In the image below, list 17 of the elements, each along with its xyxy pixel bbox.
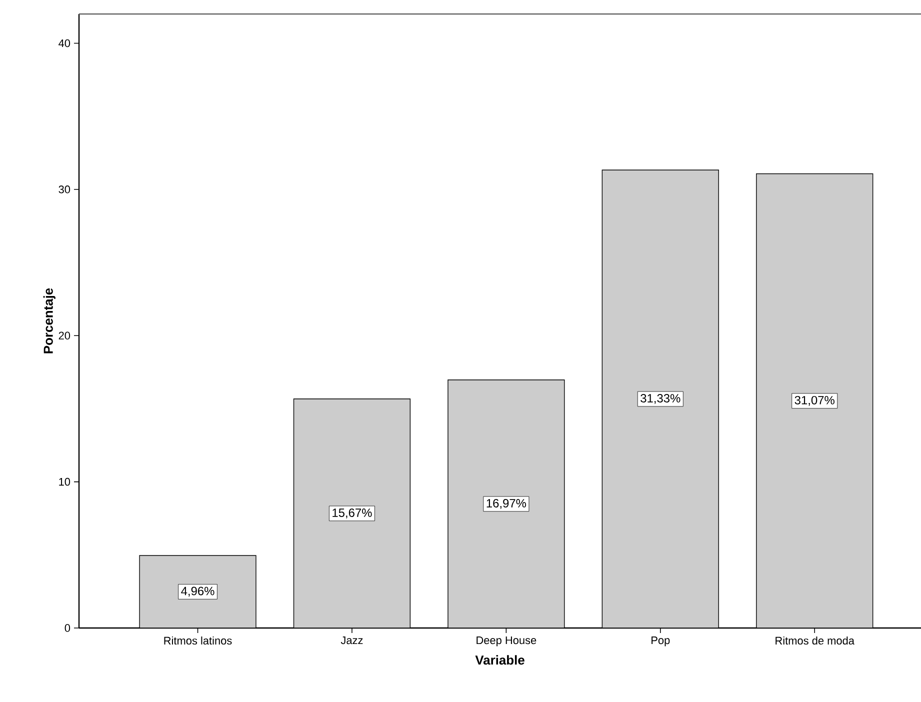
y-tick-label: 20 [58, 332, 70, 340]
y-tick-label: 40 [58, 39, 70, 48]
data-label: 4,96% [181, 586, 214, 597]
data-label: 31,07% [794, 396, 834, 406]
x-axis-title: Variable [475, 655, 524, 665]
x-tick-label: Deep House [476, 636, 536, 646]
x-tick-label: Jazz [340, 636, 363, 644]
data-label: 15,67% [332, 508, 372, 518]
data-label: 31,33% [640, 394, 680, 404]
y-tick-label: 10 [59, 478, 70, 486]
x-tick-label: Pop [652, 636, 670, 646]
y-tick-label: 30 [58, 186, 70, 194]
x-tick-label: Ritmos latinos [164, 636, 232, 645]
x-tick-label: Ritmos de moda [776, 636, 854, 645]
y-axis-title: Porcentaje [43, 288, 56, 354]
y-tick-label: 0 [64, 624, 70, 632]
data-label: 16,97% [486, 499, 526, 509]
